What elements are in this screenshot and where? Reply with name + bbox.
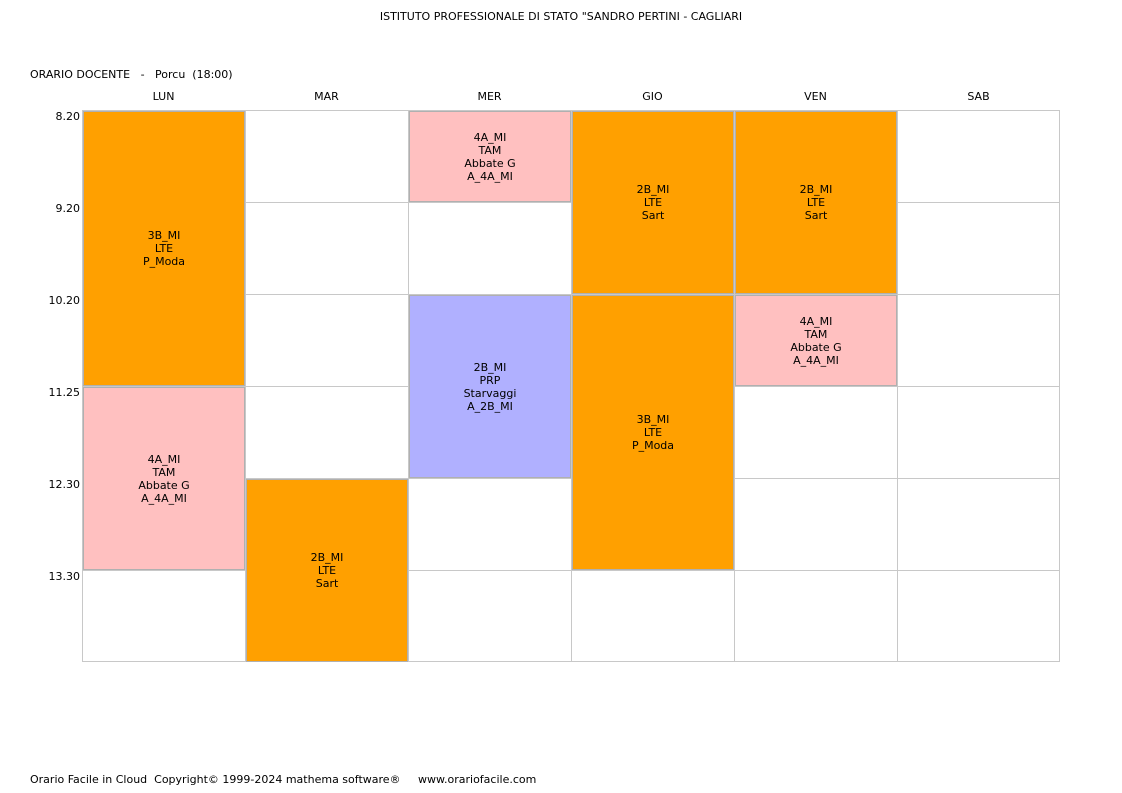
- lesson-line: LTE: [806, 196, 826, 209]
- school-title: ISTITUTO PROFESSIONALE DI STATO "SANDRO …: [379, 10, 743, 23]
- lesson-line: PRP: [479, 373, 501, 387]
- lesson-line: 2B_MI: [473, 360, 507, 374]
- lesson-line: Sart: [641, 209, 665, 222]
- grid-column-line: [408, 110, 409, 662]
- lesson-line: 2B_MI: [310, 551, 344, 564]
- lesson-block[interactable]: 3B_MI LTE P_Moda: [572, 295, 734, 570]
- lesson-line: LTE: [317, 564, 337, 577]
- lesson-line: 4A_MI: [473, 130, 507, 144]
- lesson-line: LTE: [643, 426, 663, 439]
- lesson-line: LTE: [154, 242, 174, 255]
- lesson-line: A_4A_MI: [141, 491, 187, 505]
- lesson-block[interactable]: 4A_MI TAM Abbate G A_4A_MI: [409, 111, 571, 202]
- lesson-line: Sart: [804, 209, 828, 222]
- lesson-line: A_4A_MI: [467, 169, 513, 183]
- lesson-line: LTE: [643, 196, 663, 209]
- footer-copyright: Orario Facile in Cloud Copyright© 1999-2…: [30, 773, 537, 786]
- lesson-line: A_2B_MI: [467, 399, 513, 413]
- day-header-gio: GIO: [642, 90, 663, 103]
- time-label: 9.20: [55, 202, 81, 215]
- grid-column-line: [82, 110, 83, 662]
- lesson-line: 2B_MI: [799, 183, 833, 196]
- lesson-line: P_Moda: [631, 439, 675, 452]
- lesson-block[interactable]: 4A_MI TAM Abbate G A_4A_MI: [735, 295, 897, 386]
- grid-column-line: [245, 110, 246, 662]
- time-label: 11.25: [48, 386, 81, 399]
- timetable-grid: 3B_MI LTE P_Moda 4A_MI TAM Abbate G A_4A_MI 2B_…: [82, 110, 1060, 662]
- time-label: 12.30: [48, 478, 81, 491]
- lesson-line: TAM: [804, 327, 828, 341]
- time-label: 10.20: [48, 294, 81, 307]
- lesson-line: P_Moda: [142, 255, 186, 268]
- lesson-line: 4A_MI: [799, 314, 833, 328]
- grid-column-line: [1059, 110, 1060, 662]
- lesson-block[interactable]: 2B_MI LTE Sart: [572, 111, 734, 294]
- time-label: 8.20: [55, 110, 81, 123]
- lesson-line: 2B_MI: [636, 183, 670, 196]
- teacher-schedule-label: ORARIO DOCENTE - Porcu (18:00): [30, 68, 233, 81]
- grid-column-line: [571, 110, 572, 662]
- day-header-ven: VEN: [804, 90, 827, 103]
- lesson-line: TAM: [152, 465, 176, 479]
- lesson-line: Abbate G: [464, 156, 516, 170]
- lesson-line: Abbate G: [790, 340, 842, 354]
- lesson-block[interactable]: 2B_MI PRP Starvaggi A_2B_MI: [409, 295, 571, 478]
- lesson-line: Starvaggi: [463, 386, 517, 400]
- lesson-block[interactable]: 2B_MI LTE Sart: [246, 479, 408, 662]
- grid-column-line: [734, 110, 735, 662]
- day-header-mar: MAR: [314, 90, 339, 103]
- lesson-block[interactable]: 2B_MI LTE Sart: [735, 111, 897, 294]
- lesson-block[interactable]: 3B_MI LTE P_Moda: [83, 111, 245, 386]
- lesson-block[interactable]: 4A_MI TAM Abbate G A_4A_MI: [83, 387, 245, 570]
- lesson-line: 4A_MI: [147, 452, 181, 466]
- lesson-line: Abbate G: [138, 478, 190, 492]
- lesson-line: Sart: [315, 577, 339, 590]
- lesson-line: 3B_MI: [636, 413, 670, 426]
- lesson-line: A_4A_MI: [793, 353, 839, 367]
- lesson-line: TAM: [478, 143, 502, 157]
- day-header-mer: MER: [477, 90, 502, 103]
- day-header-sab: SAB: [967, 90, 990, 103]
- time-label: 13.30: [48, 570, 81, 583]
- grid-column-line: [897, 110, 898, 662]
- day-header-lun: LUN: [152, 90, 175, 103]
- lesson-line: 3B_MI: [147, 229, 181, 242]
